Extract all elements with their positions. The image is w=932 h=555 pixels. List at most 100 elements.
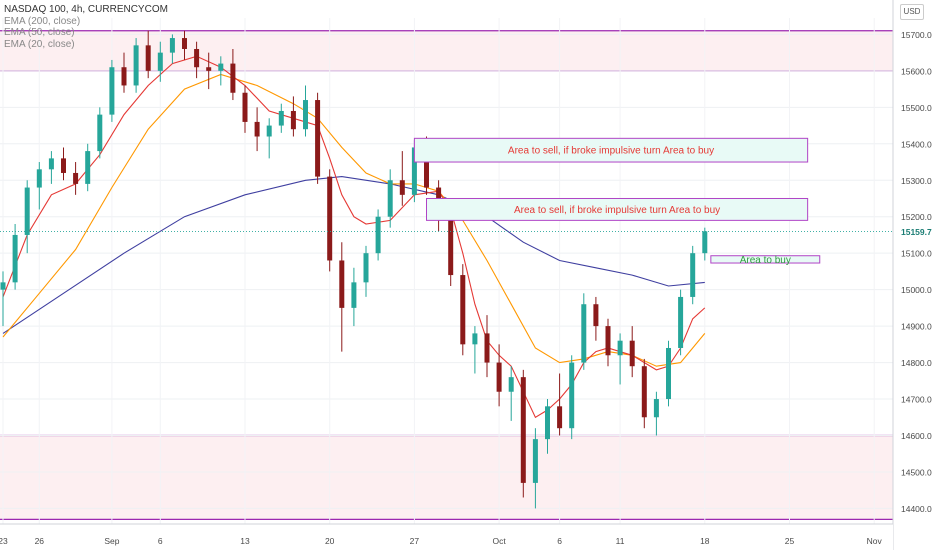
- symbol-title: NASDAQ 100, 4h, CURRENCYCOM: [4, 4, 168, 15]
- candle-body: [182, 38, 187, 49]
- candle-body: [339, 260, 345, 308]
- candle-body: [460, 275, 466, 345]
- candle-body: [484, 333, 490, 363]
- candle-body: [121, 67, 127, 86]
- indicator-ema50[interactable]: EMA (50, close): [4, 27, 75, 38]
- price-zones: [0, 30, 893, 520]
- candle-body: [157, 52, 163, 71]
- candle-body: [0, 282, 6, 290]
- candle-body: [581, 304, 587, 363]
- candle-body: [666, 347, 671, 400]
- annotation-label: Area to sell, if broke impulsive turn Ar…: [514, 205, 720, 216]
- price-tick-label: 14400.0: [901, 504, 932, 514]
- candle-body: [230, 63, 236, 93]
- time-tick-label: 11: [616, 536, 625, 546]
- time-tick-label: 6: [557, 536, 562, 546]
- candle-body: [133, 45, 139, 86]
- candle-body: [206, 67, 212, 71]
- candle-body: [12, 234, 18, 283]
- candle-body: [545, 406, 550, 440]
- candle-body: [48, 158, 54, 170]
- time-tick-label: Sep: [104, 536, 119, 546]
- annotation-label: Area to sell, if broke impulsive turn Ar…: [508, 146, 714, 157]
- candle-body: [315, 100, 321, 177]
- time-tick-label: 18: [700, 536, 710, 546]
- time-tick-label: 26: [35, 536, 45, 546]
- candle-body: [218, 63, 224, 71]
- candle-body: [278, 110, 284, 126]
- candle-body: [387, 180, 393, 217]
- candle-body: [678, 296, 684, 348]
- price-tick-label: 15600.0: [901, 66, 932, 76]
- indicator-ema20[interactable]: EMA (20, close): [4, 38, 75, 50]
- price-tick-label: 15100.0: [901, 249, 932, 259]
- candle-body: [36, 169, 42, 188]
- candle-body: [303, 100, 308, 130]
- candle-body: [653, 399, 659, 418]
- candle-body: [24, 187, 30, 235]
- candle-body: [508, 377, 514, 392]
- candle-body: [85, 151, 91, 184]
- candle-body: [73, 172, 79, 184]
- candle-body: [496, 362, 502, 392]
- candle-body: [399, 180, 405, 195]
- candle-body: [690, 253, 696, 297]
- price-zone: [0, 435, 893, 520]
- price-tick-label: 15400.0: [901, 139, 932, 149]
- candles: [0, 30, 893, 509]
- time-tick-label: Nov: [867, 536, 883, 546]
- candle-body: [242, 92, 248, 122]
- price-tick-label: 14500.0: [901, 467, 932, 477]
- annotation-boxes: Area to sell, if broke impulsive turn Ar…: [413, 137, 821, 266]
- time-axis: 23 26 Sep 6 13 20 27 Oct 6 11 18 25 Nov: [0, 523, 893, 550]
- candle-body: [569, 362, 575, 429]
- currency-button[interactable]: USD: [900, 4, 924, 20]
- candle-body: [290, 110, 296, 130]
- candle-body: [629, 340, 635, 367]
- time-tick-label: 27: [410, 536, 420, 546]
- candle-body: [532, 439, 538, 483]
- price-tick-label: 15700.0: [901, 30, 932, 40]
- annotation-box: [710, 255, 821, 264]
- candle-body: [702, 231, 708, 254]
- price-tick-label: 15000.0: [901, 285, 932, 295]
- time-tick-label: Oct: [492, 536, 506, 546]
- price-tick-label: 15500.0: [901, 103, 932, 113]
- candle-body: [97, 114, 103, 152]
- indicator-ema200[interactable]: EMA (200, close): [4, 15, 81, 27]
- ema-lines: [2, 55, 706, 419]
- price-tick-label: 14700.0: [901, 395, 932, 405]
- annotation-label: Area to buy: [740, 255, 791, 266]
- price-tick-label: 15200.0: [901, 212, 932, 222]
- candle-body: [593, 304, 599, 327]
- candle-body: [472, 333, 478, 345]
- candle-body: [641, 366, 647, 418]
- candle-body: [254, 121, 260, 137]
- price-tick-label: 14600.0: [901, 431, 932, 441]
- candle-body: [266, 125, 272, 137]
- time-tick-label: 23: [0, 536, 8, 546]
- candle-body: [61, 158, 66, 173]
- candle-body: [424, 147, 429, 188]
- candle-body: [411, 147, 417, 195]
- annotation-box: [426, 197, 809, 221]
- annotation-box: [413, 137, 809, 163]
- candle-body: [520, 377, 526, 483]
- candle-body: [605, 326, 611, 356]
- candle-body: [351, 282, 357, 308]
- candle-body: [169, 38, 175, 53]
- candle-body: [448, 220, 454, 276]
- candle-body: [109, 67, 115, 115]
- time-axis-bg: [0, 524, 893, 550]
- candle-body: [145, 45, 151, 71]
- price-axis: 14400.0 14500.0 14600.0 14700.0 14800.0 14900…: [892, 0, 932, 550]
- time-tick-label: 13: [240, 536, 250, 546]
- last-price-label: 15159.7: [901, 227, 932, 237]
- candle-body: [363, 253, 369, 283]
- ema20-line: [2, 55, 706, 419]
- time-tick-label: 6: [158, 536, 163, 546]
- chart-legend: NASDAQ 100, 4h, CURRENCYCOM EMA (200, cl…: [4, 4, 168, 50]
- time-tick-label: 20: [325, 536, 335, 546]
